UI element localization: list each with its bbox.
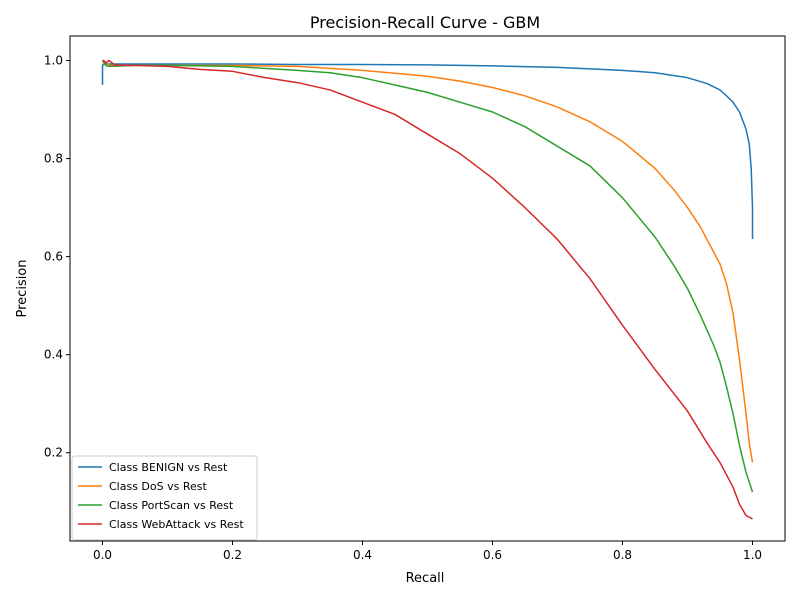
x-axis-label: Recall — [406, 571, 445, 586]
x-axis: 0.0 0.2 0.4 0.6 0.8 1.0 — [93, 541, 762, 562]
plot-frame — [69, 35, 786, 542]
y-tick-label: 0.6 — [44, 250, 63, 264]
y-tick-label: 1.0 — [44, 54, 63, 68]
y-tick-label: 0.2 — [44, 446, 63, 460]
x-tick-label: 0.4 — [353, 548, 372, 562]
x-tick-label: 0.2 — [223, 548, 242, 562]
x-tick-label: 0.6 — [483, 548, 502, 562]
y-tick-label: 0.4 — [44, 348, 63, 362]
y-axis: 0.2 0.4 0.6 0.8 1.0 — [44, 54, 70, 460]
legend-box — [71, 455, 258, 541]
x-tick-label: 1.0 — [743, 548, 762, 562]
series-line-0 — [101, 63, 754, 239]
legend-label-2: Class PortScan vs Rest — [109, 499, 234, 512]
legend-label-0: Class BENIGN vs Rest — [109, 461, 228, 474]
series-layer — [101, 59, 754, 520]
y-tick-label: 0.8 — [44, 152, 63, 166]
y-axis-label: Precision — [15, 259, 30, 317]
chart-title: Precision-Recall Curve - GBM — [310, 13, 540, 32]
series-line-2 — [101, 60, 754, 493]
legend-label-1: Class DoS vs Rest — [109, 480, 208, 493]
series-line-3 — [102, 59, 753, 520]
x-tick-label: 0.8 — [613, 548, 632, 562]
legend: Class BENIGN vs Rest Class DoS vs Rest Cla… — [71, 455, 258, 541]
x-tick-label: 0.0 — [93, 548, 112, 562]
legend-label-3: Class WebAttack vs Rest — [109, 518, 244, 531]
